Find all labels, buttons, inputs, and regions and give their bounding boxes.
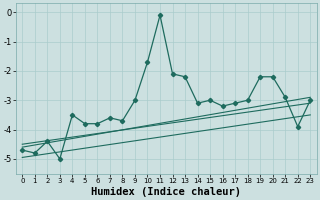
X-axis label: Humidex (Indice chaleur): Humidex (Indice chaleur) [91, 186, 241, 197]
